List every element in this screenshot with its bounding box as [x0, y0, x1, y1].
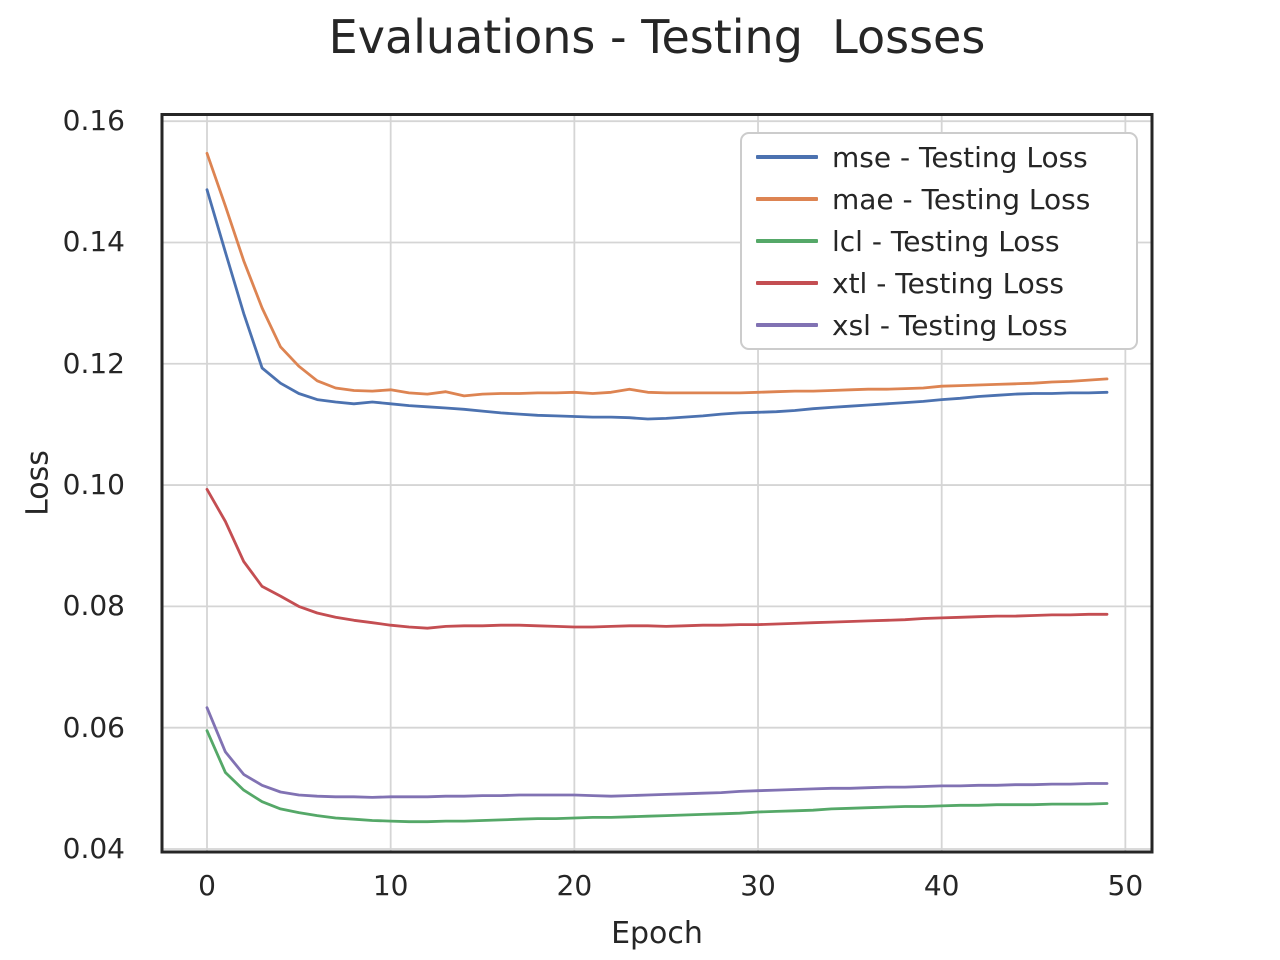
legend-swatch-lcl: [756, 239, 818, 243]
legend-label-lcl: lcl - Testing Loss: [832, 224, 1060, 258]
legend-label-mae: mae - Testing Loss: [832, 182, 1091, 216]
legend: mse - Testing Loss mae - Testing Loss lc…: [740, 132, 1138, 350]
x-tick-label: 30: [740, 869, 776, 902]
legend-item-mae: mae - Testing Loss: [742, 179, 1136, 219]
y-tick-label: 0.14: [62, 225, 125, 259]
legend-swatch-xtl: [756, 281, 818, 285]
y-tick-label: 0.04: [62, 831, 125, 865]
legend-swatch-mae: [756, 197, 818, 201]
x-tick-label: 10: [372, 869, 409, 902]
legend-swatch-mse: [756, 155, 818, 159]
series-line-mae: [205, 151, 1109, 398]
x-tick-label: 50: [1107, 869, 1144, 902]
legend-label-xtl: xtl - Testing Loss: [832, 266, 1064, 300]
legend-item-lcl: lcl - Testing Loss: [742, 221, 1136, 261]
series-layer: [205, 151, 1109, 824]
axes-border: [160, 113, 1154, 854]
x-tick-label: 40: [923, 869, 960, 902]
series-line-mse: [205, 188, 1109, 421]
chart-title: Evaluations - Testing Losses: [328, 10, 986, 64]
legend-item-xsl: xsl - Testing Loss: [742, 305, 1136, 345]
x-axis-label: Epoch: [611, 916, 703, 951]
y-tick-label: 0.12: [62, 346, 125, 380]
series-line-lcl: [205, 729, 1109, 824]
y-tick-label: 0.10: [62, 468, 125, 502]
y-tick-label: 0.06: [62, 710, 125, 744]
y-tick-label: 0.16: [62, 104, 125, 138]
legend-swatch-xsl: [756, 323, 818, 327]
x-tick-label: 20: [556, 869, 593, 902]
x-tick-label: 0: [198, 869, 216, 902]
series-line-xsl: [205, 706, 1109, 799]
y-tick-label: 0.08: [62, 589, 125, 623]
legend-label-xsl: xsl - Testing Loss: [832, 308, 1068, 342]
legend-item-mse: mse - Testing Loss: [742, 137, 1136, 177]
y-axis-label: Loss: [20, 450, 56, 516]
legend-label-mse: mse - Testing Loss: [832, 140, 1088, 174]
series-line-xtl: [205, 487, 1109, 630]
legend-item-xtl: xtl - Testing Loss: [742, 263, 1136, 303]
